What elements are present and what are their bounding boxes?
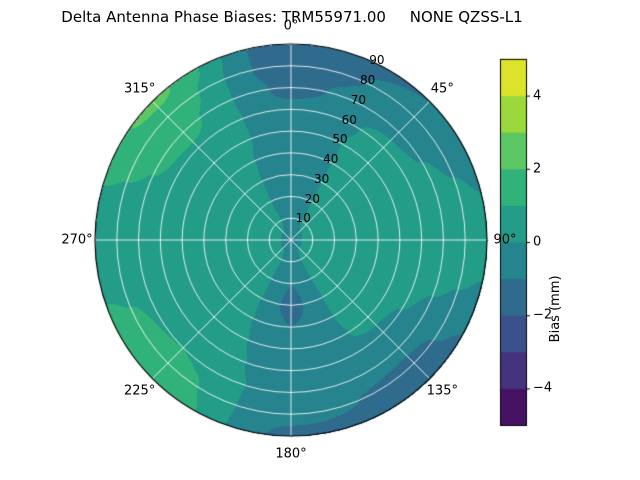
radial-tick-label: 20	[304, 191, 321, 206]
colorbar-axis-label: Bias (mm)	[548, 275, 563, 343]
radial-tick-label: 10	[295, 211, 311, 226]
radial-tick-label: 70	[350, 92, 367, 107]
angular-tick-label: 0°	[283, 18, 299, 34]
radial-tick-label: 60	[341, 112, 357, 127]
radial-tick-label: 90	[369, 53, 385, 68]
colorbar-tick-label: 2	[533, 161, 542, 177]
colorbar-tick-label: 0	[533, 234, 542, 250]
angular-tick-label: 225°	[124, 383, 156, 399]
angular-tick-label: 90°	[493, 232, 517, 248]
radial-tick-label: 50	[332, 132, 348, 147]
radial-tick-label: 30	[313, 171, 330, 186]
angular-tick-label: 135°	[426, 383, 458, 399]
colorbar-tick-label: −2	[533, 307, 553, 323]
colorbar-tick-label: −4	[533, 380, 553, 396]
radial-tick-label: 40	[323, 152, 339, 167]
angular-tick-label: 270°	[61, 232, 93, 248]
radial-tick-label: 80	[359, 73, 376, 88]
angular-tick-label: 45°	[430, 81, 454, 97]
chart-title: Delta Antenna Phase Biases: TRM55971.00 …	[61, 8, 523, 26]
colorbar-tick-label: 4	[533, 88, 542, 104]
angular-tick-label: 180°	[275, 446, 307, 462]
angular-tick-label: 315°	[124, 81, 156, 97]
